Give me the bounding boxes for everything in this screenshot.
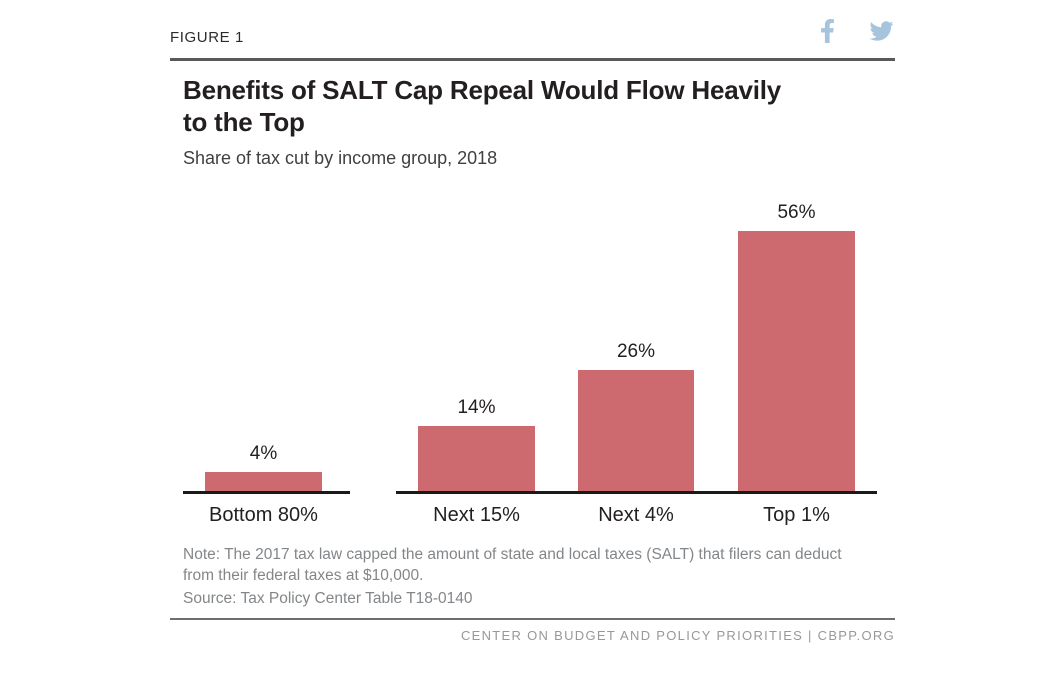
footer-attribution: CENTER ON BUDGET AND POLICY PRIORITIES |… [460,628,895,643]
x-axis-segment-left [183,491,350,494]
category-label-bottom-80: Bottom 80% [209,504,318,526]
bar-next-4 [578,370,694,491]
bar-top-1 [738,231,855,491]
chart-note: Note: The 2017 tax law capped the amount… [183,546,842,584]
bar-bottom-80 [205,472,322,491]
social-share-buttons [820,19,895,43]
twitter-share-button[interactable] [868,19,895,43]
figure-label: FIGURE 1 [170,29,244,46]
bar-chart-plot: 4% Bottom 80% 14% Next 15% 26% Next 4% 56% Top … [183,192,877,532]
facebook-share-button[interactable] [820,19,835,43]
bar-value-label-top-1: 56% [777,202,816,223]
chart-source: Source: Tax Policy Center Table T18-0140 [183,590,473,607]
header-divider [170,58,895,61]
category-label-next-15: Next 15% [433,504,520,526]
footer-divider [170,618,895,620]
x-axis-segment-right [396,491,877,494]
bar-next-15 [418,426,535,491]
bar-value-label-bottom-80: 4% [249,443,278,464]
bar-value-label-next-15: 14% [457,397,496,418]
chart-subtitle: Share of tax cut by income group, 2018 [183,148,498,168]
bar-value-label-next-4: 26% [616,341,656,362]
category-label-next-4: Next 4% [598,504,674,526]
chart-title: Benefits of SALT Cap Repeal Would Flow H… [183,75,782,137]
twitter-icon [868,21,895,47]
category-label-top-1: Top 1% [763,504,830,526]
facebook-icon [820,19,835,47]
